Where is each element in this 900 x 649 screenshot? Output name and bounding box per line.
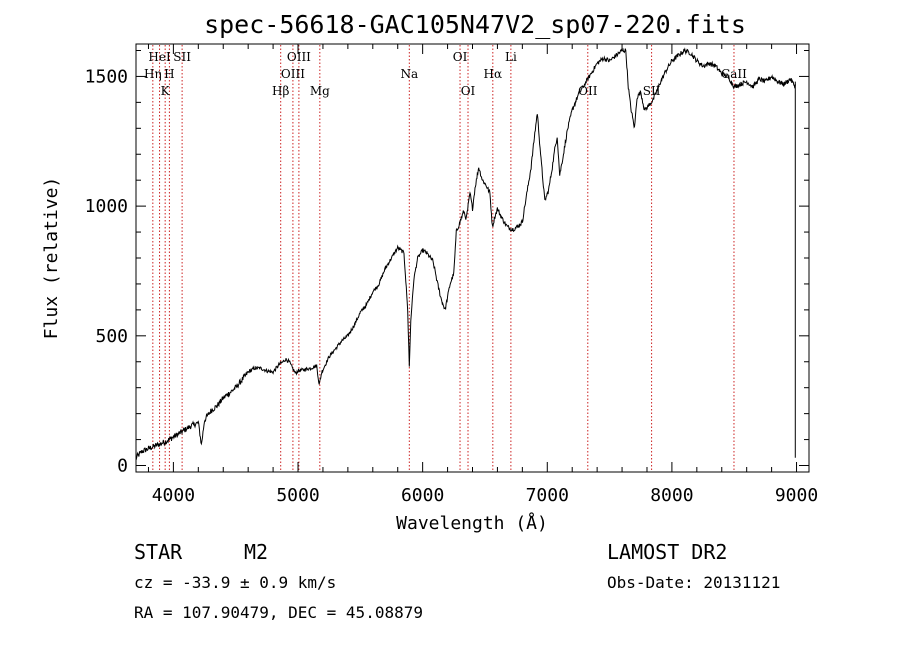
- spectral-line-label: Hη: [144, 67, 162, 81]
- spectral-line-markers: [152, 45, 735, 471]
- object-subclass: M2: [244, 540, 268, 564]
- y-tick-label: 500: [95, 326, 128, 347]
- x-tick-label: 4000: [152, 485, 195, 506]
- plot-data: [135, 47, 796, 461]
- spectral-line-label: HeI: [148, 50, 171, 64]
- spectral-line-label: H: [164, 67, 174, 81]
- velocity-text: cz = -33.9 ± 0.9 km/s: [134, 573, 336, 592]
- spectrum-line: [135, 47, 796, 461]
- y-tick-label: 0: [117, 456, 128, 477]
- x-tick-label: 9000: [775, 485, 818, 506]
- x-tick-label: 6000: [401, 485, 444, 506]
- y-tick-label: 1500: [85, 66, 128, 87]
- y-axis-label: Flux (relative): [41, 177, 62, 340]
- x-tick-label: 7000: [526, 485, 569, 506]
- spectral-line-label: SII: [173, 50, 191, 64]
- x-tick-label: 5000: [276, 485, 319, 506]
- x-tick-label: 8000: [650, 485, 693, 506]
- coordinates-text: RA = 107.90479, DEC = 45.08879: [134, 603, 423, 622]
- y-tick-labels: 0 500 1000 1500: [85, 66, 128, 476]
- spectral-line-label: OIII: [281, 67, 305, 81]
- spectral-line-label: Na: [400, 67, 418, 81]
- spectral-line-label: Hβ: [272, 84, 289, 98]
- chart-title: spec-56618-GAC105N47V2_sp07-220.fits: [204, 10, 746, 39]
- y-tick-label: 1000: [85, 196, 128, 217]
- axis-ticks: [136, 44, 809, 472]
- x-tick-labels: 4000 5000 6000 7000 8000 9000: [152, 485, 819, 506]
- object-class: STAR: [134, 540, 183, 564]
- spectral-line-label: Li: [505, 50, 517, 64]
- obs-date-text: Obs-Date: 20131121: [607, 573, 780, 592]
- spectral-line-label: Hα: [484, 67, 503, 81]
- spectral-line-label: SII: [643, 84, 661, 98]
- spectral-line-label: OI: [461, 84, 476, 98]
- spectral-line-label: OI: [453, 50, 468, 64]
- spectral-line-label: OII: [578, 84, 598, 98]
- survey-name: LAMOST DR2: [607, 540, 727, 564]
- x-axis-label: Wavelength (Å): [396, 512, 548, 534]
- spectral-line-label: K: [161, 84, 171, 98]
- spectral-line-label: OIII: [287, 50, 311, 64]
- spectral-line-label: Mg: [310, 84, 330, 98]
- spectral-line-label: CaII: [721, 67, 747, 81]
